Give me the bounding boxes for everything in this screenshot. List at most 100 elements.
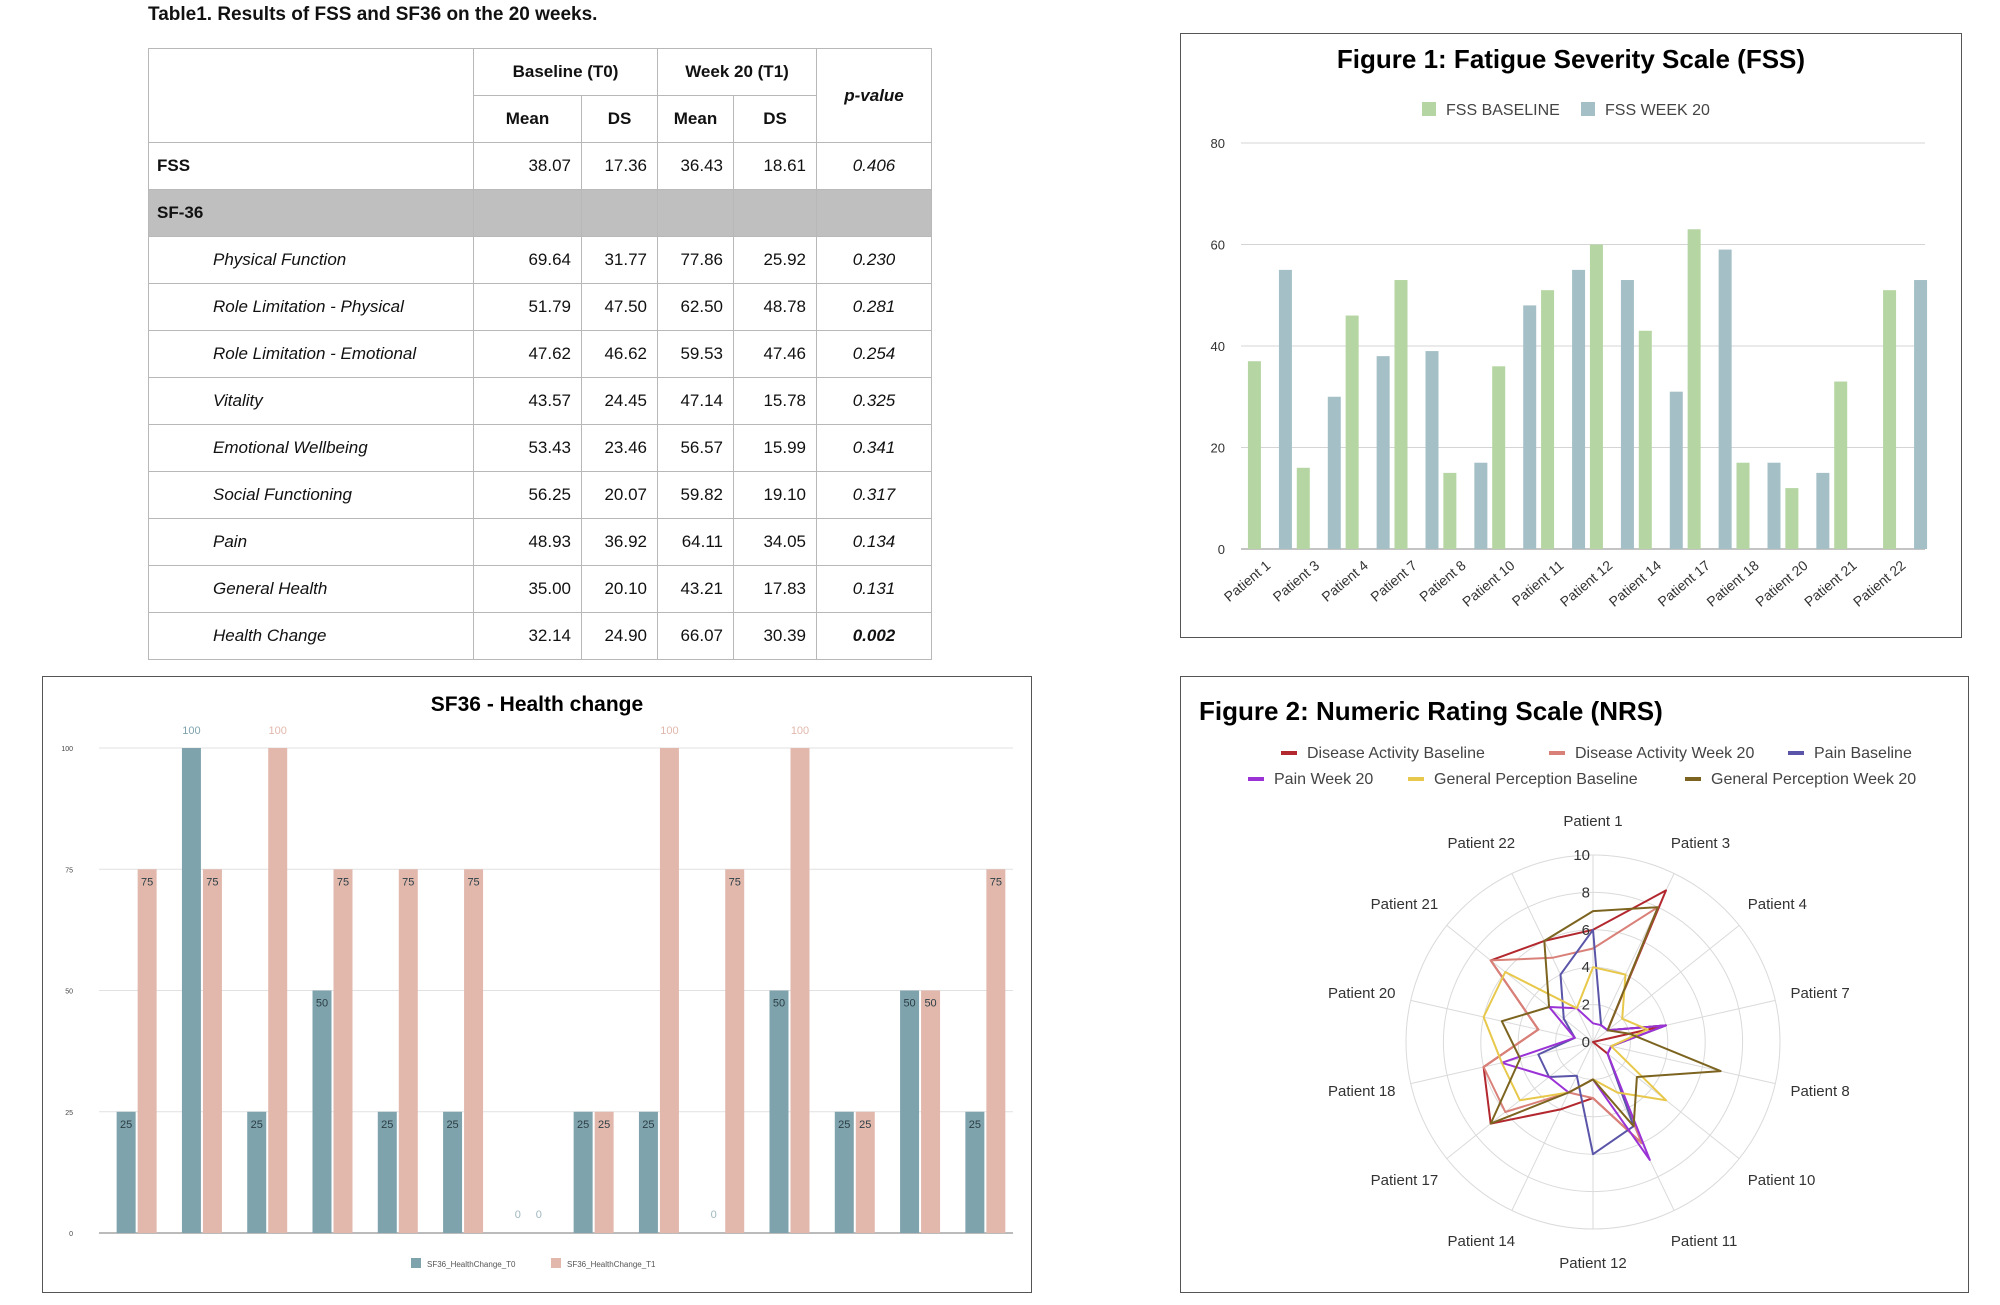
bar [1589, 244, 1603, 549]
r-tick-label: 2 [1582, 997, 1590, 1014]
bar [855, 1111, 875, 1233]
bar [790, 748, 810, 1233]
legend-swatch [1248, 777, 1264, 781]
cell-mean-t1: 77.86 [657, 236, 734, 284]
bar [202, 869, 222, 1233]
cell-mean-t0: 56.25 [473, 471, 582, 519]
table-row: General Health 35.00 20.10 43.21 17.83 0.131 [148, 565, 932, 613]
x-tick-label: Patient 14 [1606, 557, 1665, 610]
cell-mean-t0: 38.07 [473, 142, 582, 190]
data-label: 25 [251, 1119, 263, 1131]
bar [398, 869, 418, 1233]
x-tick-label: Patient 22 [1850, 557, 1909, 610]
y-tick-label: 50 [65, 989, 73, 996]
axis-label: Patient 4 [1748, 896, 1807, 913]
bar [1541, 290, 1555, 549]
cell-ds-t0: 24.45 [581, 377, 658, 425]
cell-mean-t0: 43.57 [473, 377, 582, 425]
bar [769, 990, 789, 1233]
legend-swatch [1422, 102, 1436, 116]
header-mean-t0: Mean [473, 95, 582, 143]
legend-label: SF36_HealthChange_T0 [427, 1260, 516, 1269]
bar [377, 1111, 397, 1233]
x-tick-label: Patient 4 [1318, 557, 1371, 605]
bar [181, 748, 201, 1233]
bar [638, 1111, 658, 1233]
bar [659, 748, 679, 1233]
header-week20: Week 20 (T1) [657, 48, 817, 96]
row-label: Role Limitation - Emotional [148, 330, 474, 378]
radar-series-line [1537, 928, 1667, 1156]
row-label: General Health [148, 565, 474, 613]
legend-swatch [411, 1258, 421, 1268]
legend-swatch [1549, 751, 1565, 755]
spoke [1592, 925, 1740, 1043]
legend-swatch [1685, 777, 1701, 781]
table-row: Physical Function 69.64 31.77 77.86 25.92 0.2… [148, 236, 932, 284]
cell-pvalue: 0.254 [816, 330, 932, 378]
cell-mean-t0: 48.93 [473, 518, 582, 566]
radar-series-line [1489, 906, 1722, 1128]
table-row: Emotional Wellbeing 53.43 23.46 56.57 15.99 0… [148, 424, 932, 472]
data-label: 25 [859, 1119, 871, 1131]
x-tick-label: Patient 17 [1654, 557, 1713, 610]
cell-ds-t0: 36.92 [581, 518, 658, 566]
x-tick-label: Patient 7 [1367, 557, 1420, 605]
bar [1278, 269, 1292, 549]
data-label: 100 [269, 725, 287, 737]
cell-mean-t1: 56.57 [657, 424, 734, 472]
data-label: 50 [316, 998, 328, 1010]
y-tick-label: 100 [61, 746, 73, 753]
y-tick-label: 40 [1211, 339, 1225, 354]
bar [312, 990, 332, 1233]
data-label: 25 [642, 1119, 654, 1131]
legend-swatch [1788, 751, 1804, 755]
bar [464, 869, 484, 1233]
data-label: 100 [660, 725, 678, 737]
cell-ds-t0: 31.77 [581, 236, 658, 284]
cell-mean-t1: 47.14 [657, 377, 734, 425]
axis-label: Patient 21 [1371, 896, 1439, 913]
bar [1247, 361, 1261, 549]
legend-swatch [1408, 777, 1424, 781]
table-row: Role Limitation - Physical 51.79 47.50 62.5… [148, 283, 932, 331]
bar [1785, 488, 1799, 549]
bar [1718, 249, 1732, 549]
cell-ds-t1: 19.10 [733, 471, 817, 519]
row-label: Physical Function [148, 236, 474, 284]
bar [1327, 396, 1341, 549]
data-label: 25 [381, 1119, 393, 1131]
header-baseline: Baseline (T0) [473, 48, 658, 96]
bar [1492, 366, 1506, 549]
bar [1736, 462, 1750, 549]
header-ds-t1: DS [733, 95, 817, 143]
table-row: Pain 48.93 36.92 64.11 34.05 0.134 [148, 518, 932, 566]
bar [1443, 472, 1457, 549]
cell-ds-t1: 15.99 [733, 424, 817, 472]
cell-mean-t1: 64.11 [657, 518, 734, 566]
table-caption: Table1. Results of FSS and SF36 on the 2… [148, 4, 598, 25]
cell-mean-t0: 35.00 [473, 565, 582, 613]
y-tick-label: 75 [65, 867, 73, 874]
data-label: 25 [446, 1119, 458, 1131]
axis-label: Patient 10 [1748, 1172, 1816, 1189]
axis-label: Patient 7 [1790, 985, 1849, 1002]
data-label: 50 [924, 998, 936, 1010]
cell-mean-t1: 36.43 [657, 142, 734, 190]
bar [1767, 462, 1781, 549]
fss-bar-chart: Figure 1: Fatigue Severity Scale (FSS) FS… [1211, 44, 1928, 610]
radar-series-line [1482, 889, 1667, 1145]
x-tick-label: Patient 10 [1459, 557, 1518, 610]
y-tick-label: 25 [65, 1110, 73, 1117]
data-label: 75 [206, 876, 218, 888]
figure1-frame: Figure 1: Fatigue Severity Scale (FSS) FS… [1180, 33, 1962, 638]
cell-ds-t0: 20.10 [581, 565, 658, 613]
header-ds-t0: DS [581, 95, 658, 143]
cell-pvalue: 0.002 [816, 612, 932, 660]
bar [1914, 280, 1928, 549]
chart-title: Figure 1: Fatigue Severity Scale (FSS) [1337, 44, 1805, 74]
bar [137, 869, 157, 1233]
row-label: Social Functioning [148, 471, 474, 519]
r-tick-label: 0 [1582, 1034, 1590, 1051]
x-tick-label: Patient 12 [1557, 557, 1616, 610]
